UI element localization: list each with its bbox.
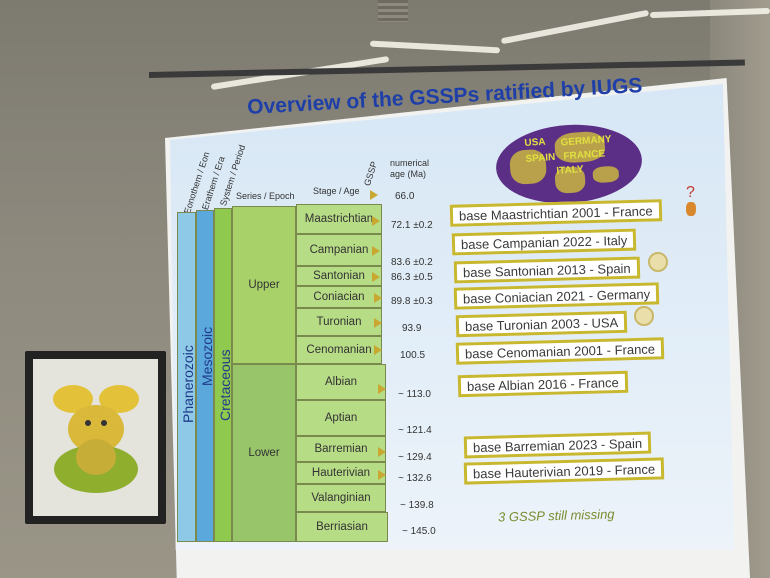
stage-cell: Berriasian [296,512,388,542]
question-mark: ? [686,184,695,201]
stage-cell: Aptian [296,400,386,436]
gssp-flag-icon [374,293,382,303]
gssp-flag-icon [378,470,386,480]
age-label: 86.3 ±0.5 [391,272,433,283]
stage-cell: Turonian [296,308,382,336]
age-label: ~ 132.6 [398,473,432,484]
stage-cell: Maastrichtian [296,204,382,234]
gssp-flag-icon [372,272,380,282]
gssp-box-albian: base Albian 2016 - France [457,370,629,398]
gssp-flag-icon [374,318,382,328]
stage-cell: Santonian [296,266,382,286]
stage-cell: Hauterivian [296,462,386,484]
age-label: ~ 121.4 [398,425,432,436]
age-label: ~ 129.4 [398,452,432,463]
age-label: 83.6 ±0.2 [391,257,433,268]
globe-label-france: FRANCE [563,148,606,163]
stage-cell: Cenomanian [296,336,382,364]
eon-label: Phanerozoic [180,345,196,423]
age-label: 93.9 [402,323,422,334]
stage-cell: Coniacian [296,286,382,308]
stage-cell: Campanian [296,234,382,266]
age-label: 66.0 [395,191,415,202]
epoch-upper-label: Upper [248,279,280,291]
missing-note: 3 GSSP still missing [497,506,615,525]
gssp-flag-icon [372,216,380,226]
wall-picture-frame [25,351,166,524]
epoch-lower: Lower [232,364,296,542]
age-label: 72.1 ±0.2 [391,220,433,231]
era-label: Mesozoic [199,326,215,386]
period-column: Cretaceous [214,208,233,542]
era-column: Mesozoic [196,210,215,542]
stage-cell: Albian [296,364,386,400]
globe-label-spain: SPAIN [525,151,556,166]
period-label: Cretaceous [217,349,233,421]
age-label: ~ 113.0 [398,389,431,400]
stage-cell: Barremian [296,436,386,462]
eon-column: Phanerozoic [177,212,196,542]
ceiling-vent [378,0,408,22]
age-label: ~ 139.8 [400,500,434,511]
gssp-flag-icon [378,447,386,457]
globe-label-italy: ITALY [556,164,585,177]
age-label: ~ 145.0 [402,526,436,537]
moose-illustration [33,359,158,516]
seal-icon [648,252,668,272]
epoch-upper: Upper [232,206,296,364]
globe-label-usa: USA [524,136,546,150]
seal-icon [634,306,654,326]
gssp-flag-icon [374,345,382,355]
header-stage: Stage / Age [313,186,360,196]
gssp-flag-icon [370,190,378,200]
epoch-lower-label: Lower [248,447,280,459]
header-numerical-age: numerical age (Ma) [390,158,430,179]
gssp-box-turonian: base Turonian 2003 - USA [455,310,628,338]
gssp-flag-icon [372,246,380,256]
age-label: 100.5 [400,350,426,361]
header-series: Series / Epoch [236,191,295,201]
gssp-flag-icon [378,384,386,394]
age-label: 89.8 ±0.3 [391,296,433,307]
small-figure-icon [686,202,696,216]
stage-cell: Valanginian [296,484,386,512]
